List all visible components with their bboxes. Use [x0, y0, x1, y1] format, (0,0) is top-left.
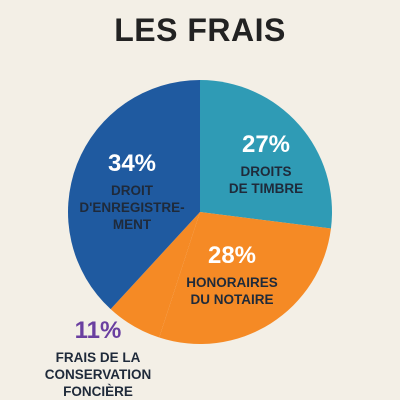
slice-label-droit-enregistrement: D'ENREGISTRE- [79, 200, 184, 215]
slice-label-frais-conservation-fonciere: FONCIÈRE [63, 384, 133, 399]
pie-slice-droit-enregistrement [68, 80, 201, 310]
slice-label-frais-conservation-fonciere: FRAIS DE LA [56, 350, 141, 365]
percent-label-droits-de-timbre: 27% [242, 131, 290, 158]
slice-label-frais-conservation-fonciere: CONSERVATION [45, 367, 152, 382]
percent-label-honoraires-du-notaire: 28% [208, 242, 256, 269]
percent-label-droit-enregistrement: 34% [108, 150, 156, 177]
slice-label-honoraires-du-notaire: DU NOTAIRE [191, 292, 274, 307]
slice-label-droit-enregistrement: MENT [113, 217, 152, 232]
chart-title: LES FRAIS [114, 12, 286, 48]
pie-slice-frais-conservation-fonciere [110, 212, 200, 338]
slice-label-honoraires-du-notaire: HONORAIRES [186, 275, 278, 290]
slice-label-droit-enregistrement: DROIT [111, 183, 154, 198]
slice-label-droits-de-timbre: DE TIMBRE [229, 181, 303, 196]
pie-slice-droits-de-timbre [200, 80, 333, 229]
percent-label-frais-conservation-fonciere: 11% [75, 317, 122, 344]
slice-label-droits-de-timbre: DROITS [240, 164, 291, 179]
pie-slice-honoraires-du-notaire [159, 212, 331, 345]
